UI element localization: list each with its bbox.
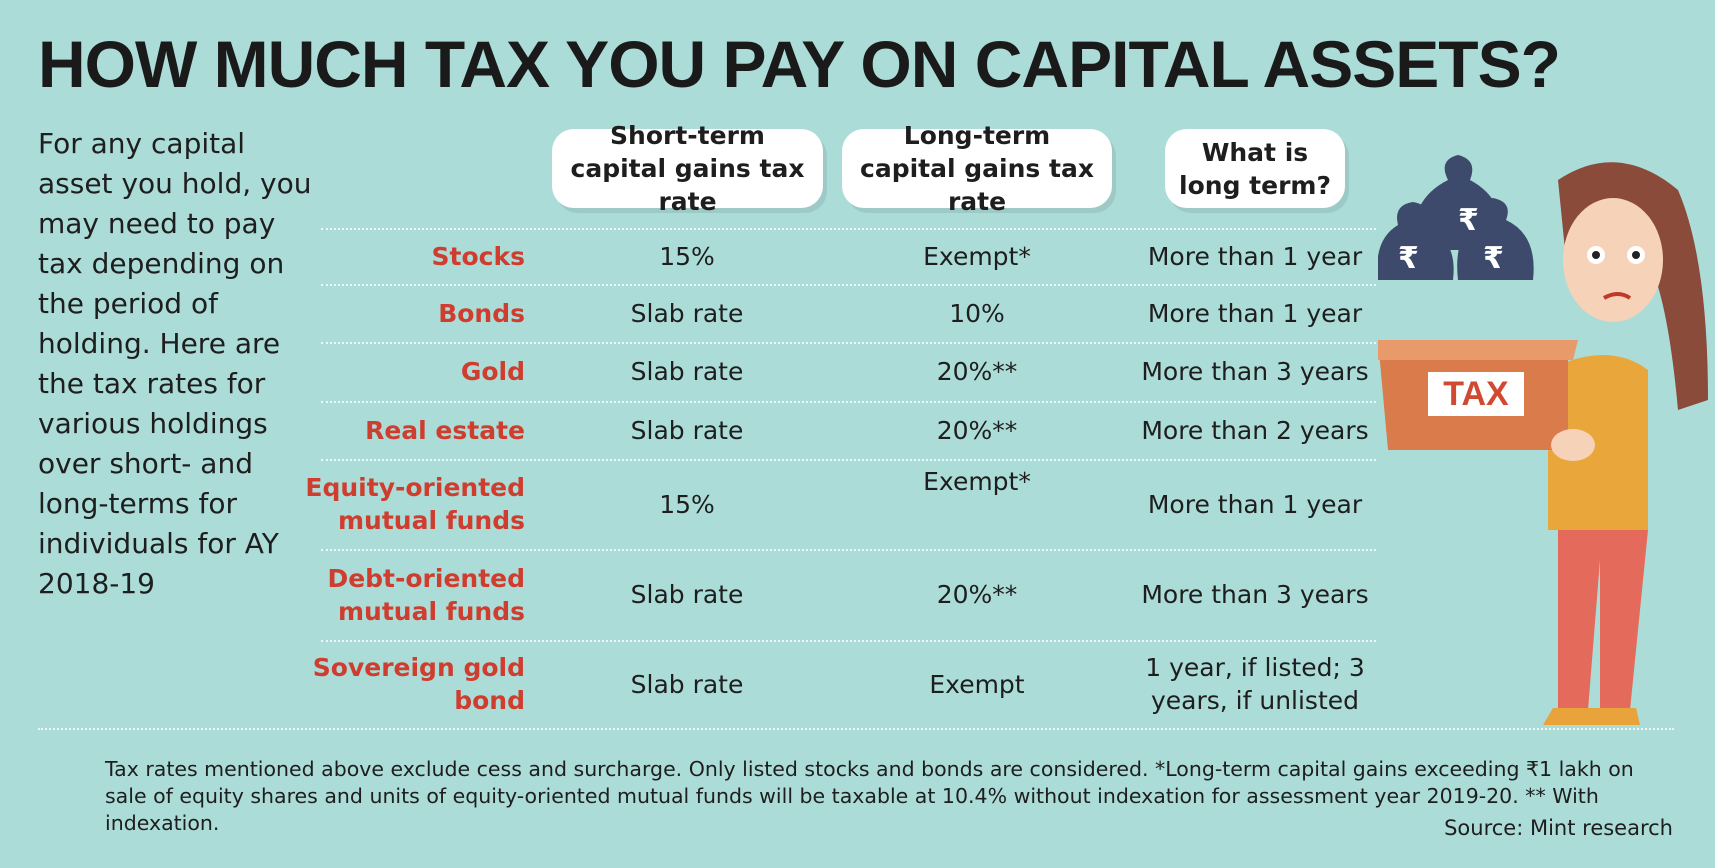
cell-text: Slab rate xyxy=(630,415,744,445)
jacket xyxy=(1548,355,1648,530)
column-header: Short-term capital gains tax rate xyxy=(552,121,823,216)
row-separator xyxy=(38,728,1674,730)
cell: 15% xyxy=(557,228,817,284)
box-label: TAX xyxy=(1443,375,1509,413)
row-separator xyxy=(321,401,1376,403)
mouth xyxy=(1603,292,1632,300)
row-label-line: Sovereign gold xyxy=(312,653,525,682)
row-label: Gold xyxy=(300,342,525,401)
cell-text: 15% xyxy=(659,489,715,519)
bag-symbol: ₹ xyxy=(1458,203,1479,238)
cell: More than 1 year xyxy=(1125,228,1385,284)
cell: Slab rate xyxy=(557,342,817,401)
row-separator xyxy=(321,459,1376,461)
cell-text: Slab rate xyxy=(630,298,744,328)
cell: 20%** xyxy=(827,342,1127,401)
cell-text: More than 1 year xyxy=(1147,241,1363,271)
cell: 10% xyxy=(827,284,1127,342)
cell: 20%** xyxy=(827,401,1127,459)
row-label: Debt-oriented mutual funds xyxy=(300,549,525,640)
hand xyxy=(1551,429,1595,461)
cell: Slab rate xyxy=(557,549,817,640)
cell: Exempt* xyxy=(827,228,1127,284)
cell: 15% xyxy=(557,459,817,549)
box-lid xyxy=(1378,340,1578,360)
cell-text: 1 year, if listed; 3 xyxy=(1145,653,1365,682)
cell: Slab rate xyxy=(557,284,817,342)
cell: More than 1 year xyxy=(1125,459,1385,549)
bag xyxy=(1457,198,1534,280)
column-header: Long-term capital gains tax rate xyxy=(842,121,1112,216)
cell: More than 3 years xyxy=(1125,342,1385,401)
cell-text: 20%** xyxy=(936,357,1018,386)
cell: Exempt xyxy=(827,640,1127,728)
bag xyxy=(1378,202,1454,280)
bag-symbol: ₹ xyxy=(1398,241,1419,276)
pants xyxy=(1558,530,1648,710)
row-separator xyxy=(321,549,1376,551)
title: HOW MUCH TAX YOU PAY ON CAPITAL ASSETS? xyxy=(38,27,1561,101)
row-label-line: bond xyxy=(454,686,525,715)
cell-text: Slab rate xyxy=(630,357,744,386)
row-label: Bonds xyxy=(300,284,525,342)
cell-text: More than 1 year xyxy=(1147,489,1363,519)
cell-text: 20%** xyxy=(936,580,1018,609)
intro-text: For any capital asset you hold, you may … xyxy=(38,127,312,600)
row-label-line: mutual funds xyxy=(338,506,525,535)
cell-text: Exempt* xyxy=(923,467,1031,496)
row-label-line: mutual funds xyxy=(338,596,525,626)
cell-text: 20%** xyxy=(936,415,1018,445)
cell-text: More than 3 years xyxy=(1141,357,1369,386)
cell-text: Exempt xyxy=(929,669,1025,699)
cell: Slab rate xyxy=(557,640,817,728)
cell-text: Exempt* xyxy=(923,241,1031,271)
cell-text: Slab rate xyxy=(630,580,744,609)
cell: 1 year, if listed; 3 years, if unlisted xyxy=(1125,640,1385,728)
row-label: Stocks xyxy=(300,228,525,284)
row-label: Equity-oriented mutual funds xyxy=(300,459,525,549)
cell: Exempt* xyxy=(827,459,1127,549)
bag-symbol: ₹ xyxy=(1483,241,1504,276)
row-separator xyxy=(321,284,1376,286)
cell-text: More than 2 years xyxy=(1141,415,1369,445)
row-label-line: Bonds xyxy=(438,298,525,328)
cell: More than 2 years xyxy=(1125,401,1385,459)
pupil xyxy=(1592,251,1600,259)
row-separator xyxy=(321,228,1376,230)
row-separator xyxy=(321,640,1376,642)
box-label-bg xyxy=(1428,372,1524,416)
cell-text: years, if unlisted xyxy=(1150,686,1360,715)
source: Source: Mint research xyxy=(1444,816,1673,840)
cell-text: 10% xyxy=(949,298,1005,328)
face xyxy=(1563,198,1663,322)
cell: 20%** xyxy=(827,549,1127,640)
cell: More than 3 years xyxy=(1125,549,1385,640)
illustration: ₹ ₹ ₹ TAX xyxy=(1378,155,1708,725)
row-label: Real estate xyxy=(300,401,525,459)
column-header: What is long term? xyxy=(1165,129,1345,208)
cell: More than 1 year xyxy=(1125,284,1385,342)
cell-text: 15% xyxy=(659,241,715,271)
cell-text: More than 3 years xyxy=(1141,580,1369,609)
shoes xyxy=(1543,708,1640,725)
cell-text: Slab rate xyxy=(630,669,744,699)
cell-text: More than 1 year xyxy=(1147,298,1363,328)
row-label: Sovereign gold bond xyxy=(300,640,525,728)
row-label-line: Gold xyxy=(460,357,525,386)
footnote: Tax rates mentioned above exclude cess a… xyxy=(105,757,1634,835)
row-label-line: Stocks xyxy=(431,241,525,271)
cell: Slab rate xyxy=(557,401,817,459)
row-label-line: Debt-oriented xyxy=(327,563,525,593)
pupil xyxy=(1632,251,1640,259)
row-separator xyxy=(321,342,1376,344)
row-label-line: Real estate xyxy=(365,415,525,445)
row-label-line: Equity-oriented xyxy=(305,473,525,502)
